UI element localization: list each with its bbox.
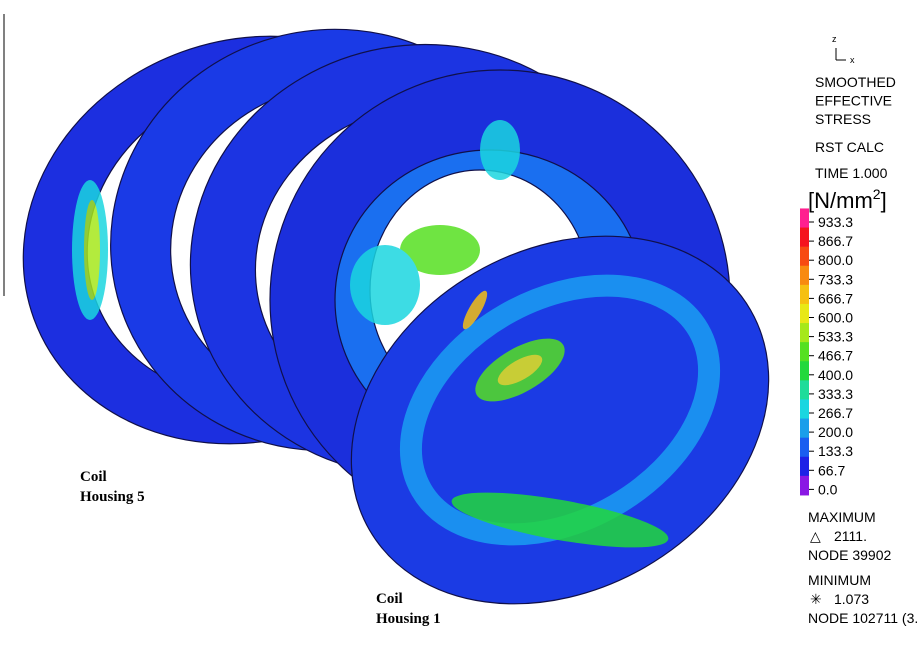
triad-x: x (850, 55, 855, 65)
legend-swatch (800, 380, 809, 400)
legend-swatch (800, 342, 809, 362)
legend-swatch (800, 208, 809, 228)
legend-label: 400.0 (818, 367, 853, 383)
legend-label: 133.3 (818, 443, 853, 459)
header-line: STRESS (815, 111, 871, 127)
legend-swatch (800, 304, 809, 324)
unit: [N/mm2] (808, 186, 887, 213)
legend-label: 333.3 (818, 386, 853, 402)
minimum-node: NODE 102711 (3.484) (808, 610, 917, 626)
extremes: MAXIMUM △ 2111. NODE 39902 MINIMUM ✳ 1.073 NODE… (808, 509, 917, 626)
minimum-symbol: ✳ (810, 591, 822, 607)
maximum-value: 2111. (834, 528, 867, 544)
header-line: EFFECTIVE (815, 93, 892, 109)
legend-label: 66.7 (818, 462, 845, 478)
annotation-line: Housing 5 (80, 489, 145, 505)
legend-swatch (800, 438, 809, 458)
legend-label: 466.7 (818, 348, 853, 364)
annotation-line: Coil (376, 591, 403, 607)
annotation-line: Housing 1 (376, 611, 441, 627)
legend-swatch (800, 399, 809, 419)
maximum-title: MAXIMUM (808, 509, 876, 525)
legend-label: 266.7 (818, 405, 853, 421)
calc-label: RST CALC (815, 139, 884, 155)
unit-exponent: 2 (873, 186, 881, 202)
legend-label: 0.0 (818, 481, 838, 497)
minimum-value: 1.073 (834, 591, 869, 607)
legend-label: 533.3 (818, 329, 853, 345)
axis-triad: z x (832, 34, 855, 65)
unit-prefix: [N/mm (808, 188, 873, 213)
legend-swatch (800, 285, 809, 305)
legend-swatch (800, 266, 809, 286)
figure: z x SMOOTHED EFFECTIVE STRESS RST CALC TIME … (0, 0, 917, 648)
time-label: TIME 1.000 (815, 165, 888, 181)
maximum-symbol: △ (810, 528, 821, 544)
minimum-title: MINIMUM (808, 572, 871, 588)
legend-swatch (800, 323, 809, 343)
legend-swatch (800, 476, 809, 496)
legend-label: 600.0 (818, 310, 853, 326)
legend-swatch (800, 361, 809, 381)
color-legend: 933.3 866.7 800.0 733.3 666.7 600.0 533.3 466.7… (800, 208, 853, 497)
legend-swatch (800, 228, 809, 248)
legend-label: 666.7 (818, 290, 853, 306)
maximum-node: NODE 39902 (808, 547, 891, 563)
legend-swatch (800, 419, 809, 439)
legend-header: SMOOTHED EFFECTIVE STRESS RST CALC TIME 1.00… (815, 74, 896, 181)
unit-suffix: ] (881, 188, 887, 213)
triad-z: z (832, 34, 837, 44)
fea-model (0, 0, 836, 648)
legend-label: 800.0 (818, 252, 853, 268)
legend-label: 733.3 (818, 271, 853, 287)
legend-label: 866.7 (818, 233, 853, 249)
legend-swatch (800, 247, 809, 267)
coil-rings (0, 0, 836, 648)
legend-label: 200.0 (818, 424, 853, 440)
header-line: SMOOTHED (815, 74, 896, 90)
legend-swatch (800, 457, 809, 477)
annotation-line: Coil (80, 469, 107, 485)
legend-label: 933.3 (818, 214, 853, 230)
